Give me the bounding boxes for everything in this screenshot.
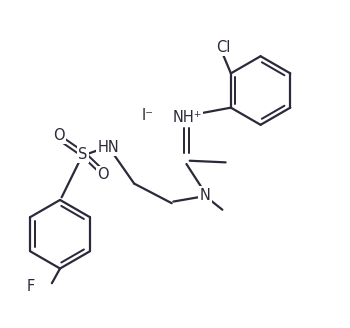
Text: HN: HN [97, 140, 119, 155]
Text: Cl: Cl [216, 40, 231, 55]
Text: NH⁺: NH⁺ [172, 110, 202, 125]
Text: N: N [199, 188, 210, 202]
Text: I⁻: I⁻ [141, 108, 153, 123]
Text: O: O [54, 128, 65, 143]
Text: S: S [78, 147, 88, 162]
Text: F: F [27, 279, 35, 294]
Text: O: O [97, 167, 109, 182]
